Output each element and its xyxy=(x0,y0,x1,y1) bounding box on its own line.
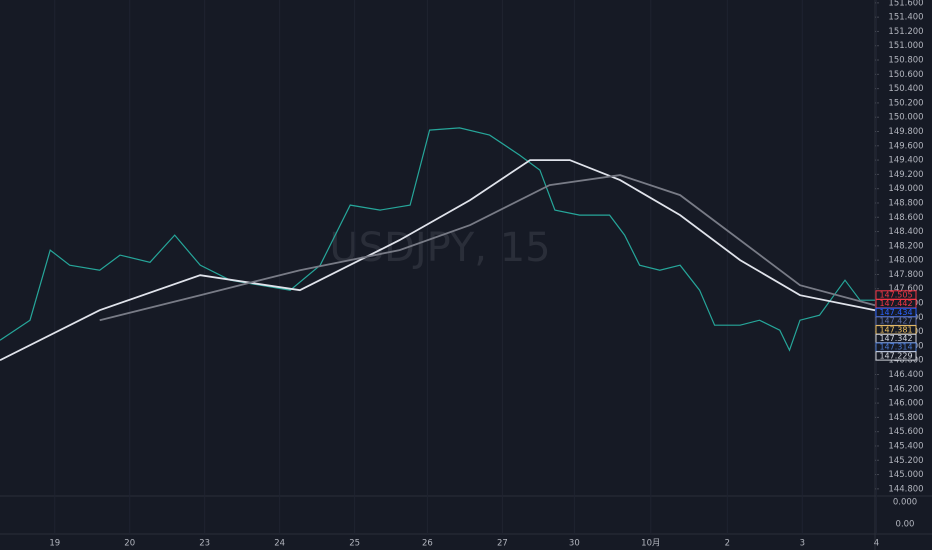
y-tick-label: 145.400 xyxy=(888,441,923,451)
price-tag xyxy=(875,351,917,361)
y-tick-label: 145.600 xyxy=(888,427,923,437)
y-tick-label: 145.200 xyxy=(888,456,923,466)
y-tick-label: 146.200 xyxy=(888,384,923,394)
y-tick-label: 145.800 xyxy=(888,413,923,423)
x-tick-label: 25 xyxy=(349,539,360,549)
price-tag-label: 147.314 xyxy=(879,343,912,352)
y-tick-label: 147.800 xyxy=(888,270,923,280)
x-tick-label: 27 xyxy=(497,539,508,549)
y-tick-label: 150.200 xyxy=(888,98,923,108)
y-tick-label: 148.000 xyxy=(888,256,923,266)
y-tick-label: 148.400 xyxy=(888,227,923,237)
x-tick-label: 20 xyxy=(124,539,135,549)
sub-pane-label: 0.000 xyxy=(893,498,917,508)
series-line xyxy=(99,174,876,322)
x-tick-label: 19 xyxy=(49,539,60,549)
price-tag-label: 147.505 xyxy=(879,291,912,300)
x-tick-label: 10月 xyxy=(641,539,660,549)
x-tick-label: 4 xyxy=(874,539,879,549)
y-tick-label: 144.800 xyxy=(888,484,923,494)
y-tick-label: 146.000 xyxy=(888,399,923,409)
y-tick-label: 146.400 xyxy=(888,370,923,380)
y-tick-label: 149.600 xyxy=(888,141,923,151)
y-tick-label: 148.800 xyxy=(888,198,923,208)
y-tick-label: 151.600 xyxy=(888,0,923,8)
y-tick-label: 147.600 xyxy=(888,284,923,294)
price-tag-label: 147.342 xyxy=(879,334,912,343)
y-tick-label: 150.000 xyxy=(888,113,923,123)
y-tick-label: 151.400 xyxy=(888,13,923,23)
y-tick-label: 150.400 xyxy=(888,84,923,94)
y-tick-label: 149.400 xyxy=(888,156,923,166)
y-tick-label: 151.200 xyxy=(888,27,923,37)
x-tick-label: 30 xyxy=(569,539,580,549)
price-tag-label: 147.427 xyxy=(879,317,912,326)
x-tick-label: 3 xyxy=(800,539,805,549)
y-tick-label: 151.000 xyxy=(888,41,923,51)
series-line xyxy=(0,127,875,352)
x-tick-label: 24 xyxy=(274,539,285,549)
y-tick-label: 148.600 xyxy=(888,213,923,223)
y-tick-label: 146.600 xyxy=(888,356,923,366)
x-tick-label: 23 xyxy=(199,539,210,549)
y-tick-label: 149.800 xyxy=(888,127,923,137)
y-tick-label: 145.000 xyxy=(888,470,923,480)
price-tag-label: 147.434 xyxy=(879,308,912,317)
y-tick-label: 150.800 xyxy=(888,56,923,66)
x-tick-label: 26 xyxy=(422,539,433,549)
sub-pane-label: 0.00 xyxy=(896,520,915,530)
price-tag-label: 147.442 xyxy=(879,299,912,308)
y-tick-label: 150.600 xyxy=(888,70,923,80)
series-line xyxy=(0,159,876,362)
watermark: USDJPY, 15 xyxy=(329,225,550,271)
price-tag-label: 147.381 xyxy=(879,325,912,334)
y-tick-label: 148.200 xyxy=(888,241,923,251)
x-tick-label: 2 xyxy=(725,539,730,549)
y-tick-label: 149.000 xyxy=(888,184,923,194)
price-tag-label: 147.229 xyxy=(879,351,912,360)
y-tick-label: 149.200 xyxy=(888,170,923,180)
